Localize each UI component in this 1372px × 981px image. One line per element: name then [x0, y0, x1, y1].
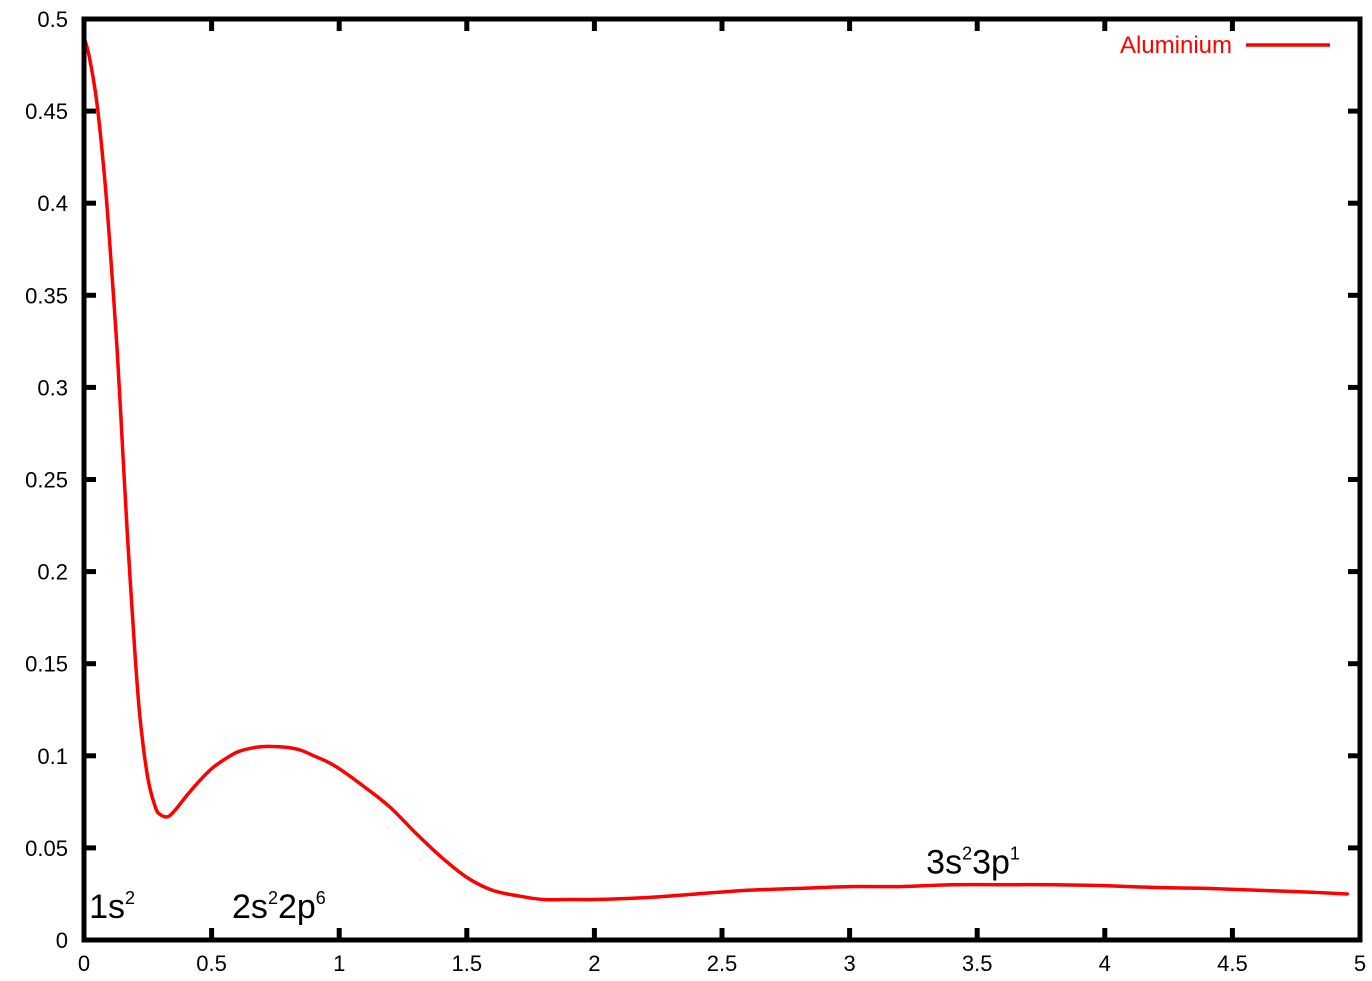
annotation-label: 1s2	[89, 888, 135, 926]
y-tick-label: 0.45	[25, 99, 68, 124]
x-tick-label: 1	[333, 951, 345, 976]
series-line-aluminium	[82, 35, 1349, 902]
x-tick-label: 3.5	[962, 951, 993, 976]
tick-labels-layer: 0 0.5 1 1.5 2 2.5 3 3.5 4 4.5 5 0 0.05 0.1 0.15 0.2 0.25…	[25, 7, 1366, 976]
x-tick-label: 1.5	[452, 951, 483, 976]
series-layer	[82, 35, 1349, 902]
y-tick-label: 0.35	[25, 283, 68, 308]
ticks-layer	[81, 16, 1363, 943]
y-tick-label: 0.1	[37, 744, 68, 769]
annotation-label: 2s22p6	[232, 888, 326, 926]
plot-frame	[81, 16, 1363, 943]
x-tick-label: 2.5	[707, 951, 738, 976]
x-tick-label: 2	[588, 951, 600, 976]
x-tick-label: 5	[1354, 951, 1366, 976]
y-tick-label: 0.05	[25, 836, 68, 861]
annotation-label: 3s23p1	[926, 844, 1020, 882]
y-tick-label: 0.2	[37, 560, 68, 585]
x-tick-label: 0.5	[196, 951, 227, 976]
x-tick-label: 4.5	[1217, 951, 1248, 976]
y-tick-label: 0.15	[25, 652, 68, 677]
x-tick-label: 3	[843, 951, 855, 976]
y-tick-label: 0.4	[37, 191, 68, 216]
x-tick-label: 4	[1099, 951, 1111, 976]
annotations-layer: 1s2 2s22p6 3s23p1	[89, 844, 1020, 926]
y-tick-label: 0.3	[37, 375, 68, 400]
x-tick-label: 0	[78, 951, 90, 976]
y-tick-label: 0.5	[37, 7, 68, 32]
legend-label: Aluminium	[1120, 32, 1232, 59]
legend: Aluminium	[1120, 32, 1330, 59]
y-tick-label: 0.25	[25, 468, 68, 493]
y-tick-label: 0	[56, 928, 68, 953]
